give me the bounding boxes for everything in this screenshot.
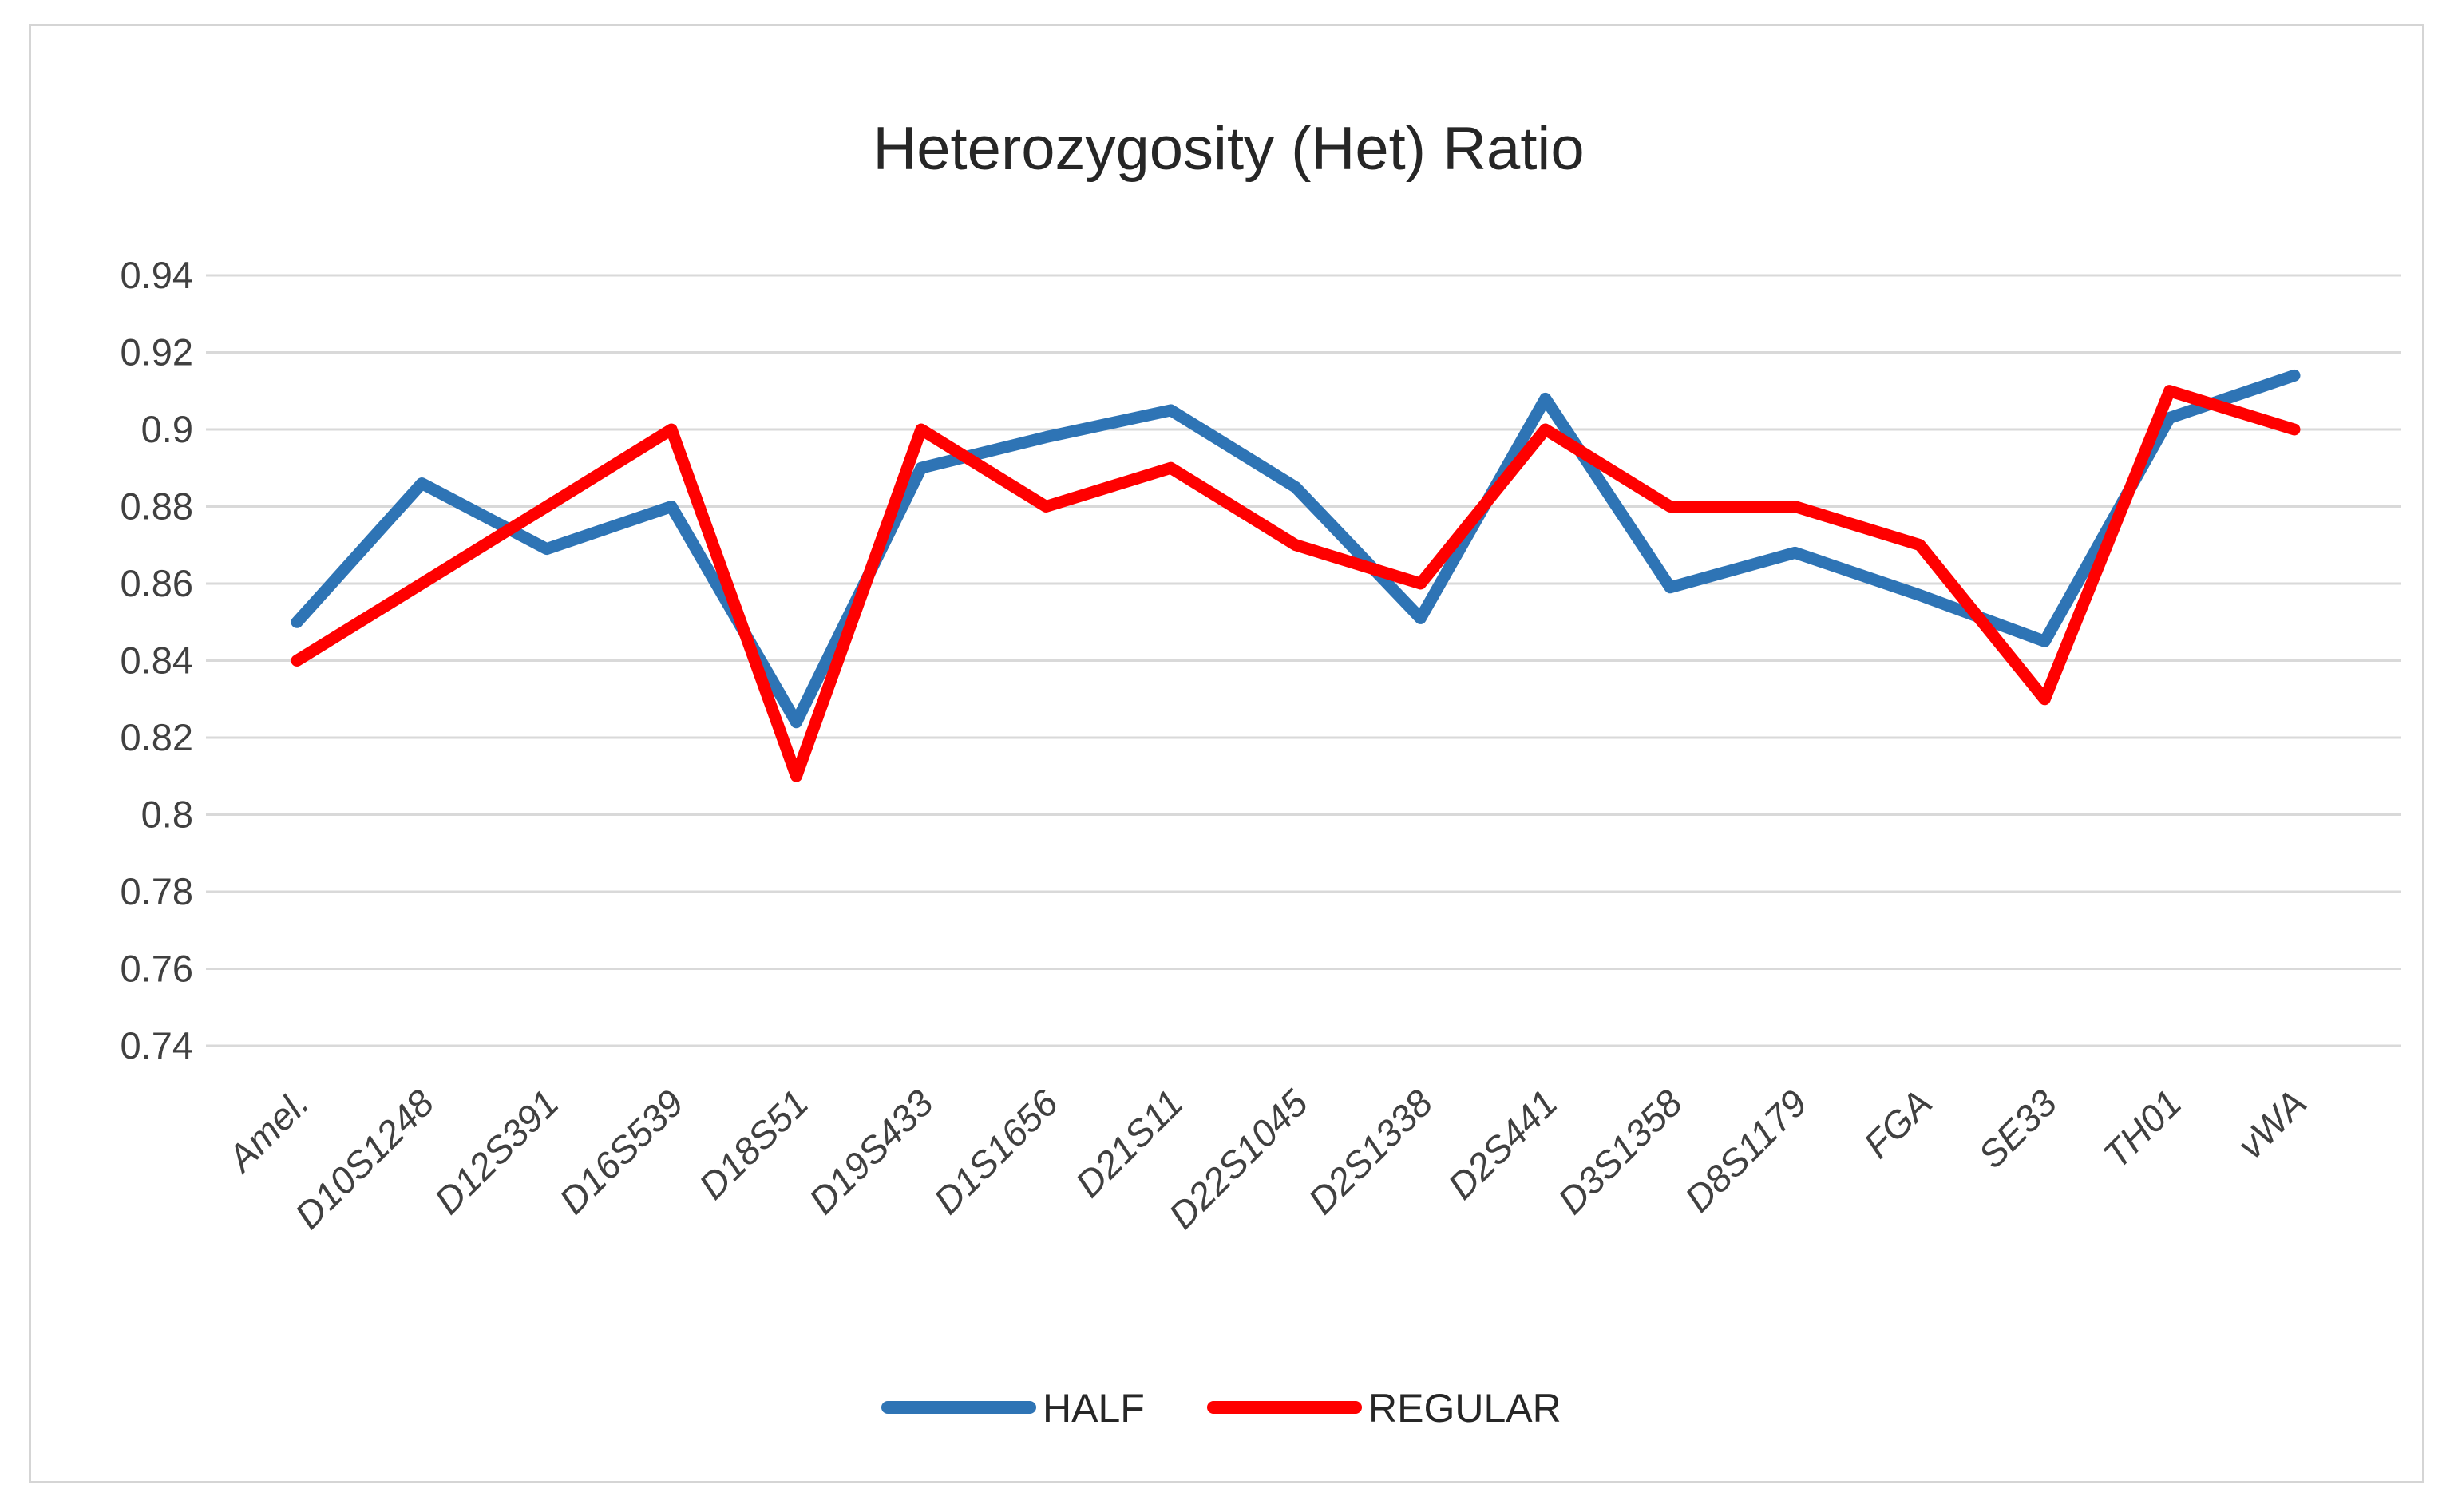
y-axis-tick-label: 0.74 [121,1024,193,1067]
x-axis-tick-label: D2S441 [1439,1082,1565,1208]
x-axis-tick-label: D16S539 [551,1082,691,1222]
series-lines [291,369,2301,782]
y-axis-tick-labels: 0.94 0.92 0.9 0.88 0.86 0.84 0.82 0.8 0.78 0.76 0.… [121,254,193,1067]
y-axis-tick-label: 0.88 [121,485,193,528]
x-axis-tick-label: D1S1656 [925,1081,1067,1222]
x-axis-tick-label: D2S1338 [1300,1082,1440,1222]
legend-half-label: HALF [1043,1386,1145,1431]
x-axis-tick-label: D3S1358 [1550,1082,1690,1222]
x-axis-tick-label: FGA [1855,1082,1940,1166]
y-axis-tick-label: 0.86 [121,562,193,604]
y-axis-tick-label: 0.8 [141,794,193,836]
x-axis-tick-label: D12S391 [426,1082,567,1222]
x-axis-tick-labels: Amel.D10S1248D12S391D16S539D18S51D19S433… [218,1081,2315,1237]
y-axis-tick-label: 0.94 [121,254,193,296]
y-axis-tick-label: 0.9 [141,408,193,450]
x-axis-tick-label: D19S433 [801,1082,941,1222]
x-axis-tick-label: Amel. [218,1082,318,1181]
x-axis-tick-label: vWA [2229,1082,2314,1167]
series-half-line [291,369,2301,729]
y-axis-tick-label: 0.76 [121,948,193,990]
series-regular-line [291,385,2301,782]
x-axis-tick-label: D18S51 [691,1082,817,1208]
x-axis-tick-label: TH01 [2095,1082,2190,1177]
legend-regular-label: REGULAR [1368,1386,1561,1431]
gridlines [206,274,2401,1047]
x-axis-tick-label: D21S11 [1067,1082,1191,1205]
chart-title: Heterozygosity (Het) Ratio [873,115,1584,183]
legend: HALF REGULAR [881,1386,1561,1431]
y-axis-tick-label: 0.78 [121,870,193,912]
x-axis-tick-label: D8S1179 [1676,1082,1815,1221]
y-axis-tick-label: 0.92 [121,331,193,374]
y-axis-tick-label: 0.84 [121,639,193,682]
y-axis-tick-label: 0.82 [121,716,193,758]
x-axis-tick-label: SE33 [1970,1082,2065,1177]
